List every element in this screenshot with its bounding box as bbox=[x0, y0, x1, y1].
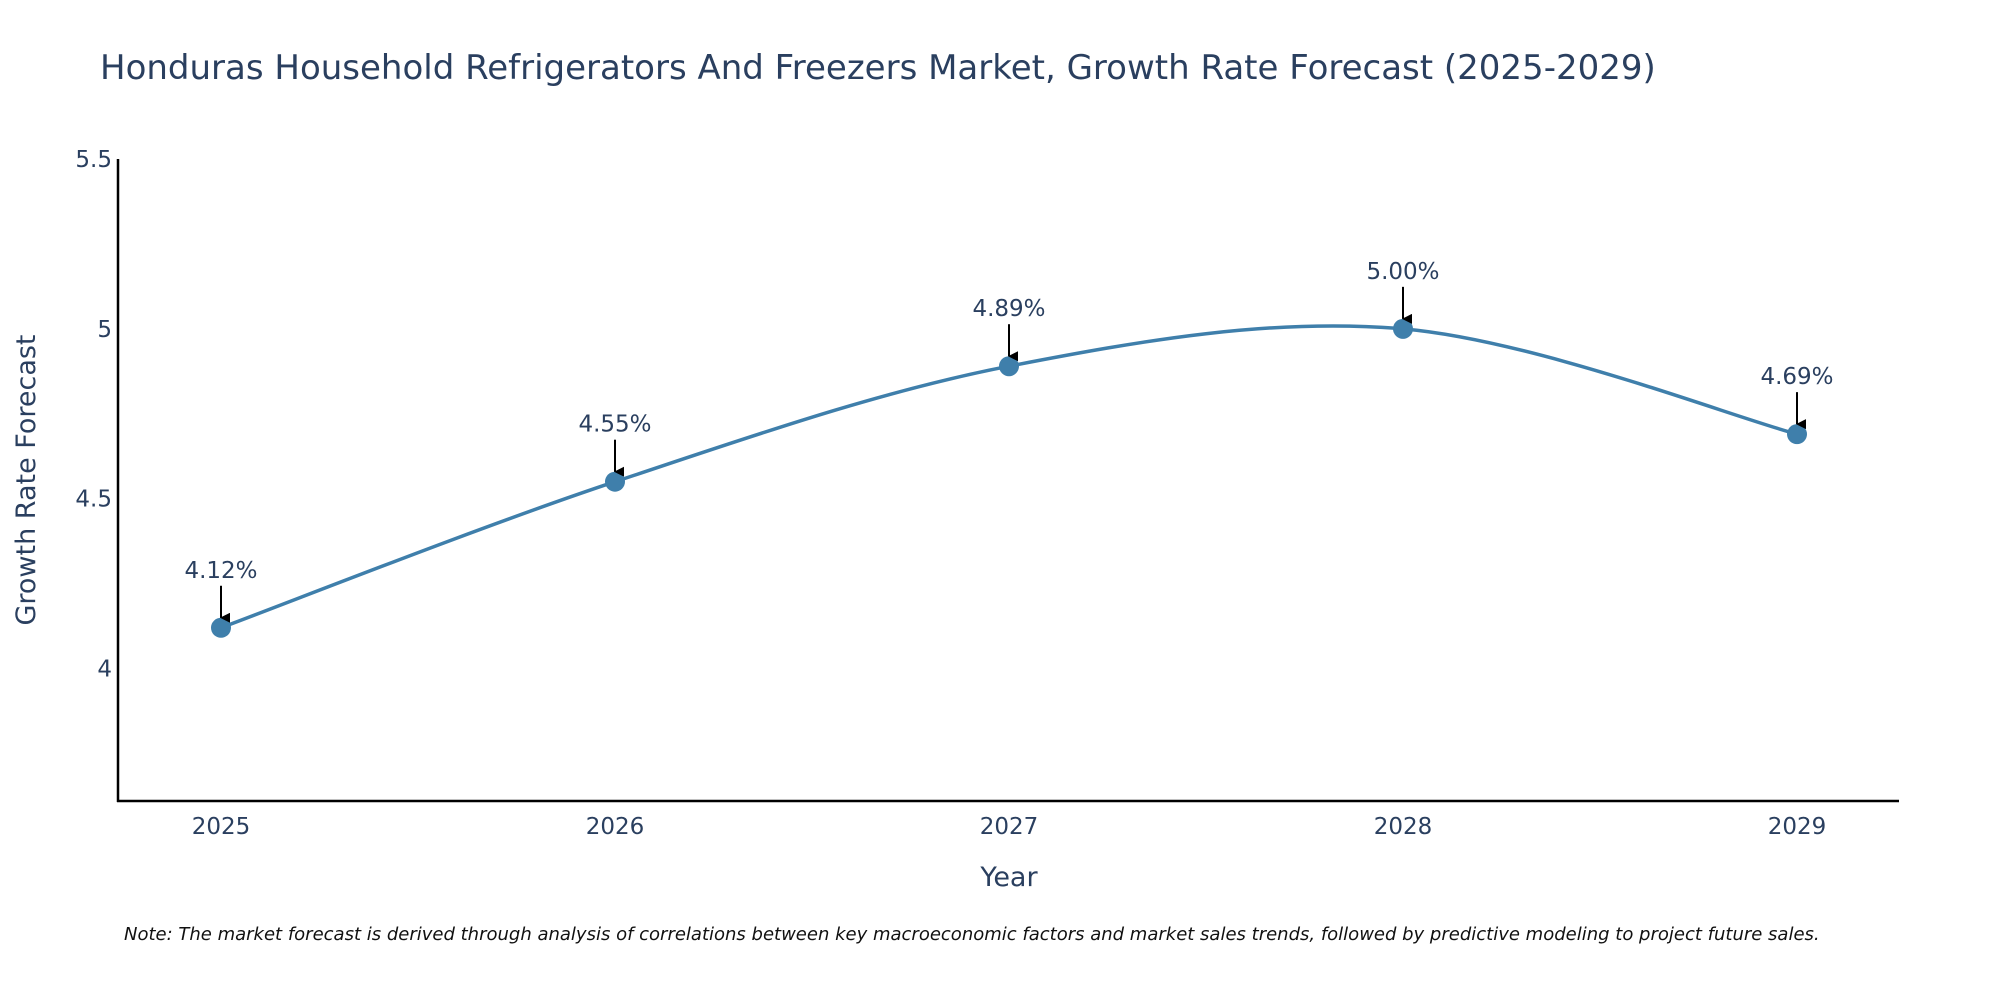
x-tick-label: 2029 bbox=[1768, 814, 1827, 840]
data-point bbox=[211, 617, 231, 638]
x-tick-label: 2026 bbox=[586, 814, 645, 840]
chart-title: Honduras Household Refrigerators And Fre… bbox=[100, 48, 1656, 88]
x-axis-ticks: 2025 2026 2027 2028 2029 bbox=[192, 814, 1827, 840]
data-label: 4.89% bbox=[972, 296, 1045, 322]
y-axis-title: Growth Rate Forecast bbox=[11, 334, 42, 625]
x-axis-title: Year bbox=[979, 862, 1038, 893]
x-tick-label: 2025 bbox=[192, 814, 251, 840]
data-label: 4.55% bbox=[578, 412, 651, 438]
data-point bbox=[1393, 318, 1413, 339]
data-point bbox=[605, 471, 625, 492]
data-label: 4.69% bbox=[1760, 364, 1833, 390]
data-label-annotations: 4.12% 4.55% 4.89% 5.00% 4.69% bbox=[184, 259, 1834, 623]
data-label: 5.00% bbox=[1366, 259, 1439, 285]
x-tick-label: 2027 bbox=[980, 814, 1039, 840]
y-tick-label: 5.5 bbox=[75, 147, 112, 173]
y-tick-label: 5 bbox=[97, 317, 112, 343]
series-markers bbox=[211, 318, 1807, 638]
y-tick-label: 4.5 bbox=[75, 487, 112, 513]
data-point bbox=[1787, 424, 1807, 445]
data-point bbox=[999, 356, 1019, 377]
y-axis-ticks: 4 4.5 5 5.5 bbox=[75, 147, 112, 683]
y-tick-label: 4 bbox=[97, 657, 112, 683]
x-tick-label: 2028 bbox=[1374, 814, 1433, 840]
data-label: 4.12% bbox=[184, 558, 257, 584]
footnote: Note: The market forecast is derived thr… bbox=[124, 924, 1820, 945]
